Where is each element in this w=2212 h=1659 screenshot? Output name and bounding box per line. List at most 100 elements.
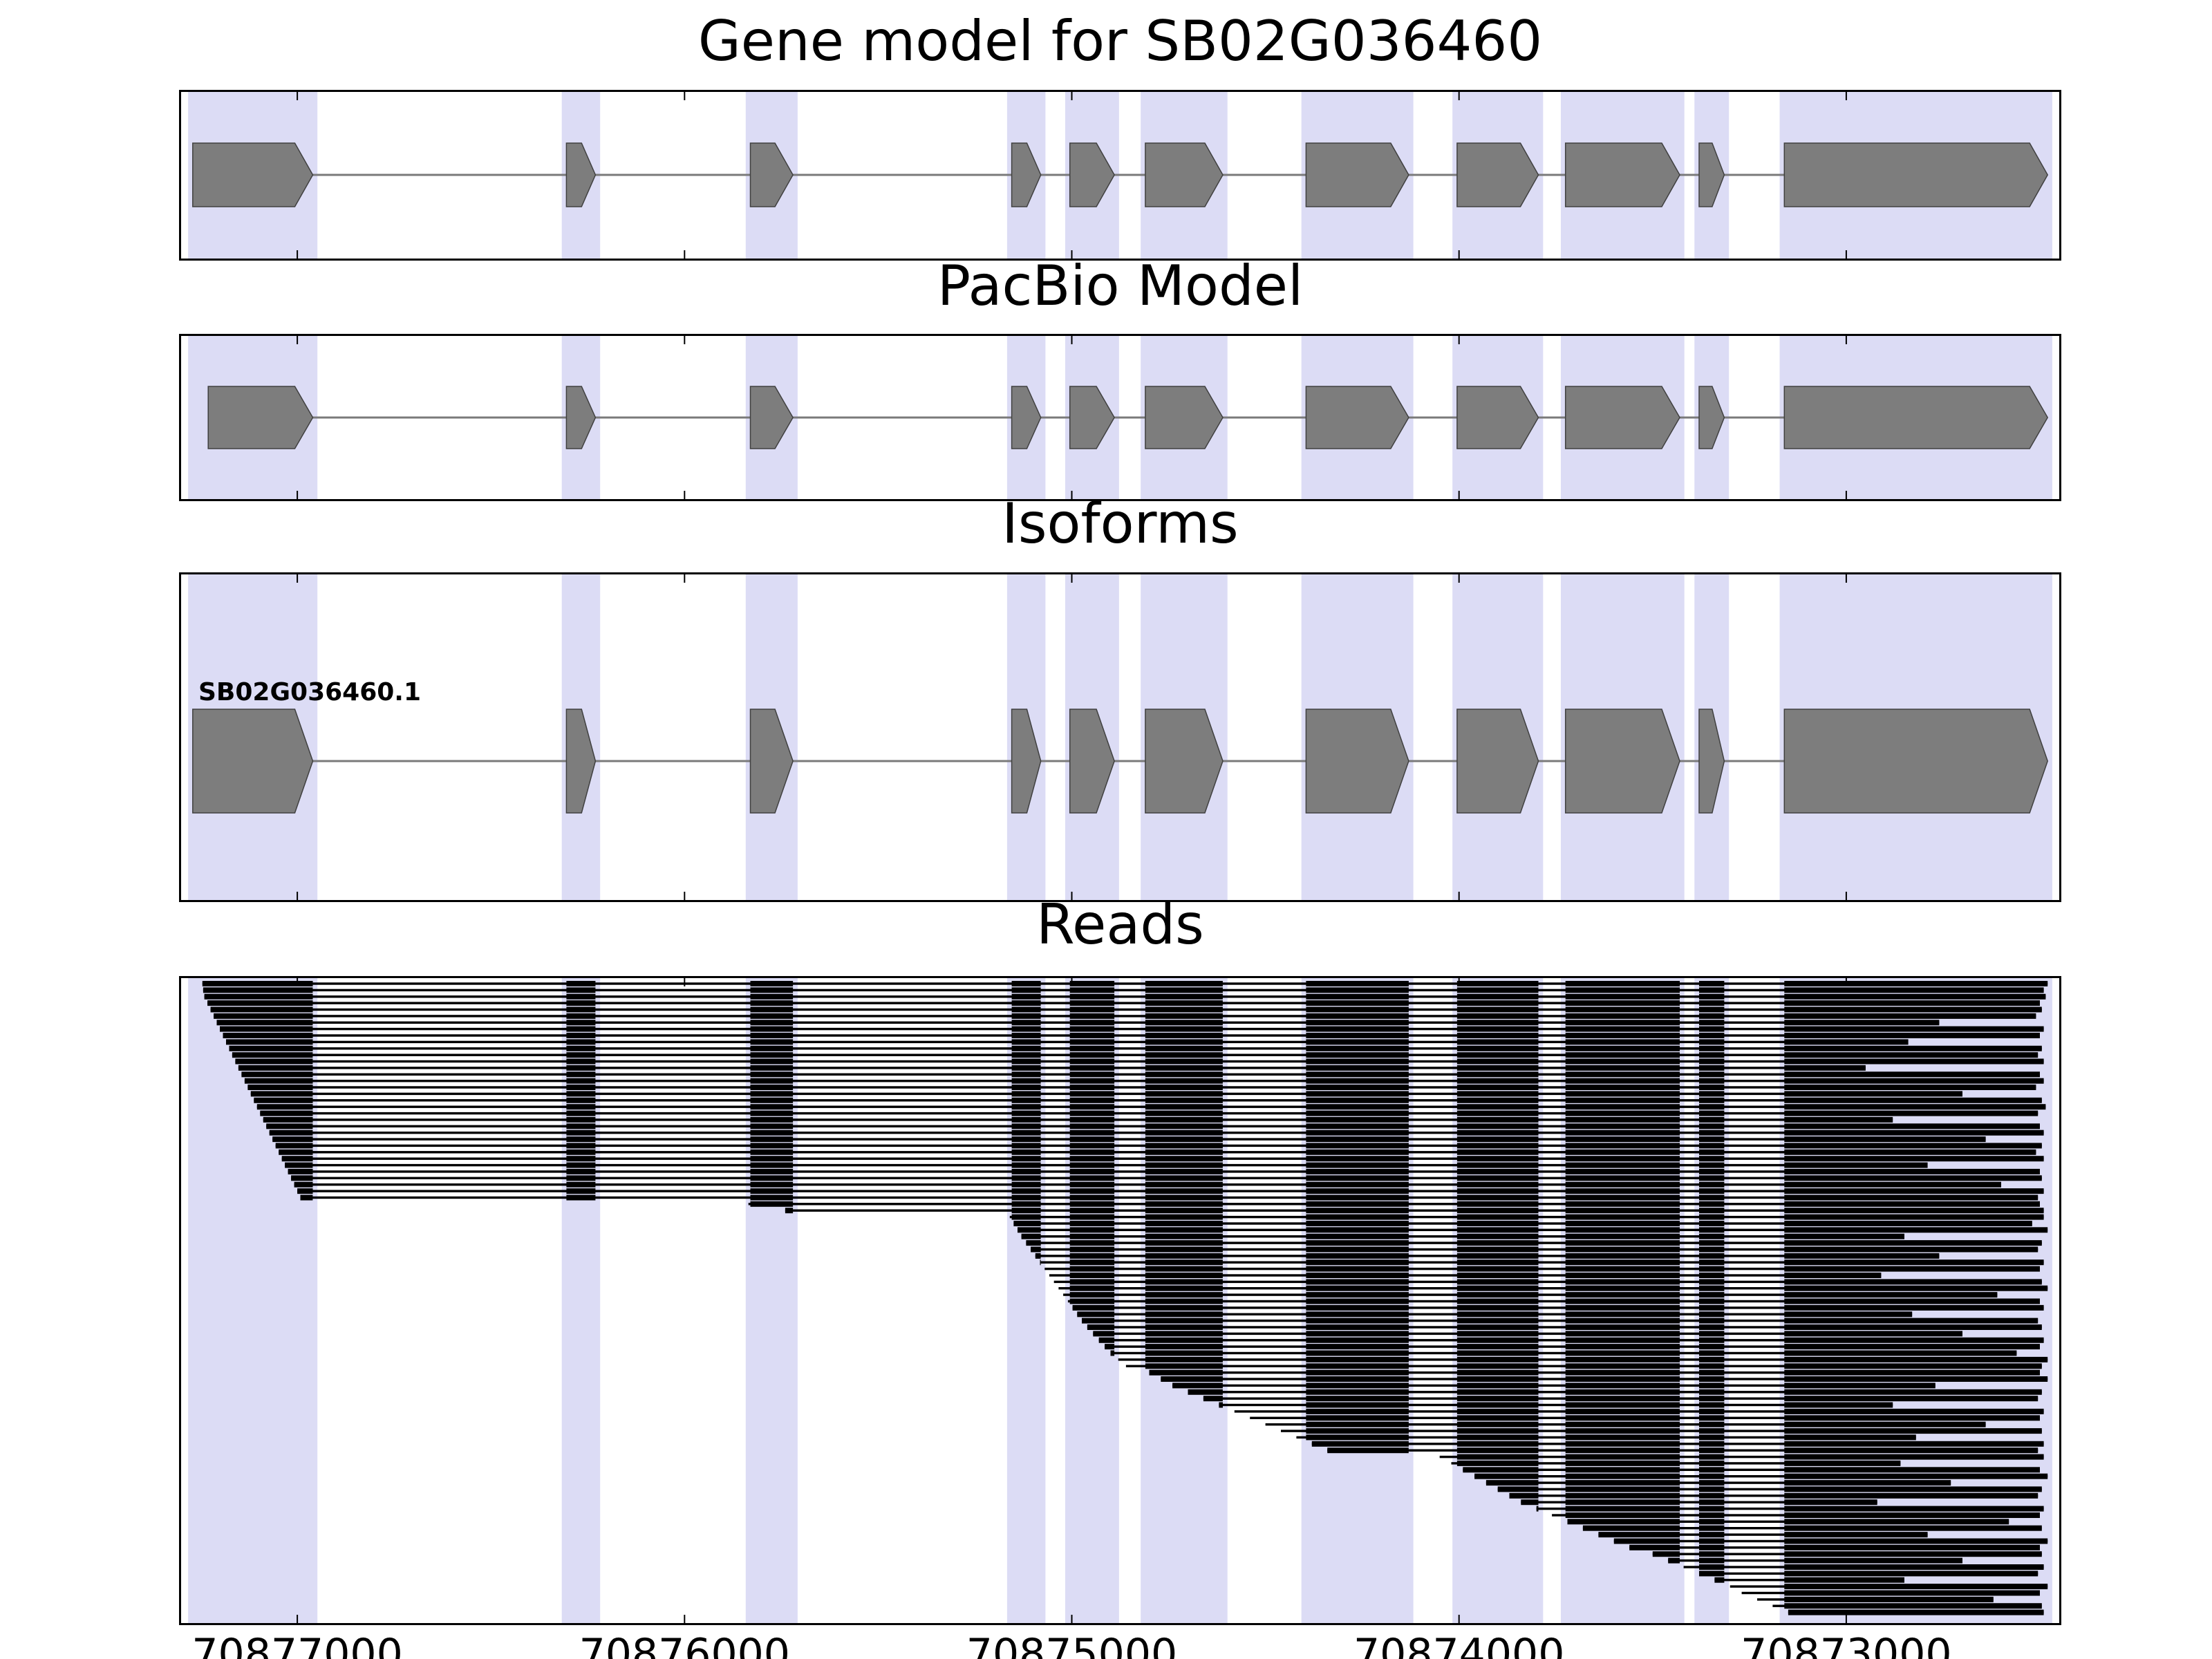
read-exon-block [1306, 1123, 1409, 1130]
read-exon-block [1145, 1013, 1223, 1019]
read-exon-block [1699, 987, 1725, 993]
read [1474, 1475, 2048, 1478]
read-exon-block [1040, 1259, 1041, 1266]
read-exon-block [1565, 1311, 1680, 1318]
read-exon-block [1699, 1467, 1725, 1473]
read-exon-block [1011, 1162, 1041, 1168]
read-exon-block [1011, 1208, 1041, 1214]
read-exon-block [1145, 1221, 1223, 1226]
isoforms-panel: SB02G036460.1 [179, 572, 2061, 902]
pacbio-model-panel [179, 334, 2061, 501]
read-exon-block [1011, 1071, 1041, 1078]
read-exon-block [1784, 1304, 2044, 1311]
read-exon-block [1784, 1402, 1893, 1408]
read-exon-block [1069, 1214, 1115, 1220]
read-exon-block [1069, 1085, 1115, 1090]
read-exon-block [1565, 1208, 1680, 1214]
read-exon-block [1456, 1304, 1539, 1311]
read-exon-block [1613, 1538, 1680, 1544]
read-exon-block [1699, 1000, 1725, 1006]
exon [565, 709, 597, 814]
read-exon-block [1456, 1006, 1539, 1013]
read-exon-block [1456, 1428, 1539, 1434]
read [226, 1040, 1909, 1044]
exon [1305, 386, 1409, 449]
read-exon-block [1188, 1389, 1223, 1395]
read [1110, 1351, 2017, 1355]
read-exon-block [566, 1020, 596, 1026]
exon [565, 386, 597, 449]
read-exon-block [272, 1136, 313, 1143]
read-exon-block [1011, 1188, 1041, 1194]
exon [1698, 386, 1725, 449]
read-exon-block [244, 1078, 313, 1084]
read-exon-block [1565, 1033, 1680, 1038]
read-exon-block [1145, 1116, 1223, 1123]
read-exon-block [1565, 1396, 1680, 1402]
read-exon-block [750, 1110, 794, 1116]
read-exon-block [1565, 1116, 1680, 1123]
read-exon-block [1565, 1356, 1680, 1362]
read-exon-block [207, 1000, 313, 1006]
exon [1456, 709, 1539, 814]
exon [565, 142, 597, 207]
read-exon-block [1306, 1065, 1409, 1071]
read-exon-block [566, 1116, 596, 1123]
read-exon-block [1565, 1104, 1680, 1110]
read-exon-block [1565, 1259, 1680, 1266]
exon [1011, 142, 1042, 207]
read-exon-block [1145, 1175, 1223, 1181]
read-exon-block [1565, 1369, 1680, 1376]
exon [1783, 142, 2049, 207]
read-exon-block [1145, 1337, 1223, 1343]
read-exon-block [1011, 1110, 1041, 1116]
read-exon-block [1456, 1408, 1539, 1414]
read-exon-block [1699, 981, 1725, 986]
read-exon-block [1011, 1104, 1041, 1110]
read-exon-block [1699, 1214, 1725, 1220]
read-exon-block [1565, 1013, 1680, 1019]
read-exon-block [1069, 1116, 1115, 1123]
read-exon-block [1565, 1143, 1680, 1149]
read-exon-block [1456, 1201, 1539, 1207]
exon [749, 386, 794, 449]
read-exon-block [1699, 1460, 1725, 1466]
read-exon-block [1565, 1052, 1680, 1058]
read-exon-block [1699, 1058, 1725, 1065]
read-exon-block [1145, 1356, 1223, 1362]
read-exon-block [1784, 1428, 2042, 1434]
read-exon-block [1784, 1123, 2040, 1130]
read-exon-block [1306, 1097, 1409, 1103]
exon [1069, 386, 1115, 449]
read-exon-block [1565, 1058, 1680, 1065]
read-exon-block [1456, 1356, 1539, 1362]
read-exon-block [1069, 1194, 1115, 1201]
read-exon-block [1011, 1214, 1041, 1220]
read-exon-block [1456, 1168, 1539, 1174]
read-exon-block [566, 1033, 596, 1038]
read-exon-block [1306, 1000, 1409, 1006]
read-exon-block [1145, 1214, 1223, 1220]
read-exon-block [1565, 1136, 1680, 1143]
read-exon-block [1069, 1026, 1115, 1032]
read-exon-block [1145, 1246, 1223, 1253]
read-exon-block [1699, 1441, 1725, 1447]
read-exon-block [566, 993, 596, 1000]
read-exon-block [1069, 1136, 1115, 1143]
read-exon-block [566, 1104, 596, 1110]
read-exon-block [1784, 1052, 2038, 1058]
read-exon-block [1699, 1188, 1725, 1194]
read [272, 1138, 1986, 1141]
read-exon-block [1699, 1136, 1725, 1143]
read-exon-block [1784, 987, 2044, 993]
read-exon-block [1699, 1026, 1725, 1032]
read-exon-block [1011, 1020, 1041, 1026]
read-exon-block [226, 1039, 313, 1045]
read-exon-block [1011, 1175, 1041, 1181]
read-exon-block [1565, 1214, 1680, 1220]
read-exon-block [1784, 1181, 2001, 1188]
read-exon-block [1456, 1454, 1539, 1460]
read-exon-block [281, 1156, 313, 1162]
read-exon-block [1011, 1052, 1041, 1058]
